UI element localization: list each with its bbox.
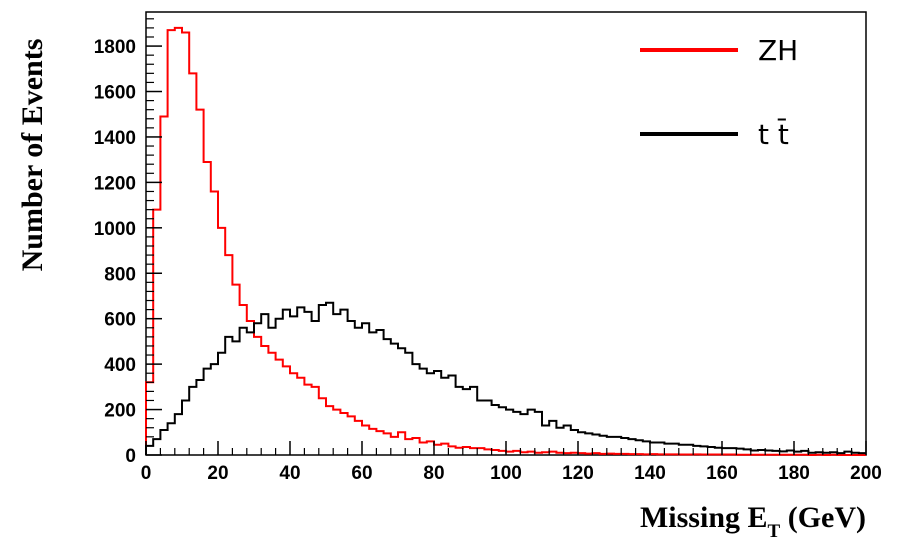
y-tick-label: 1200 xyxy=(94,173,136,194)
x-tick-label: 100 xyxy=(490,463,522,484)
legend-label-zh: ZH xyxy=(758,34,798,67)
x-tick-label: 120 xyxy=(562,463,594,484)
x-tick-label: 40 xyxy=(279,463,300,484)
x-tick-label: 80 xyxy=(423,463,444,484)
x-tick-label: 160 xyxy=(706,463,738,484)
x-tick-label: 20 xyxy=(207,463,228,484)
series-line-zh xyxy=(145,26,866,456)
y-axis-title: Number of Events xyxy=(16,39,49,272)
plot-frame xyxy=(145,11,867,456)
x-tick-label: 200 xyxy=(850,463,882,484)
y-tick-label: 800 xyxy=(104,264,136,285)
x-tick-label: 140 xyxy=(634,463,666,484)
y-tick-label: 400 xyxy=(104,355,136,376)
x-tick-label: 180 xyxy=(778,463,810,484)
y-tick-label: 0 xyxy=(125,446,136,467)
y-tick-label: 600 xyxy=(104,310,136,331)
series-line-ttbar xyxy=(145,301,866,455)
x-axis-title-subscript: T xyxy=(768,521,781,542)
y-tick-label: 1400 xyxy=(94,128,136,149)
x-axis-title-main: Missing E xyxy=(640,501,768,534)
y-tick-label: 1800 xyxy=(94,37,136,58)
x-axis-title-unit: (GeV) xyxy=(780,501,866,534)
x-tick-label: 60 xyxy=(351,463,372,484)
y-tick-label: 1000 xyxy=(94,219,136,240)
y-tick-label: 1600 xyxy=(94,83,136,104)
y-tick-label: 200 xyxy=(104,401,136,422)
x-axis-title: Missing ET (GeV) xyxy=(640,501,866,542)
legend-label-ttbar: t t̄ xyxy=(758,117,789,151)
x-tick-label: 0 xyxy=(141,463,152,484)
